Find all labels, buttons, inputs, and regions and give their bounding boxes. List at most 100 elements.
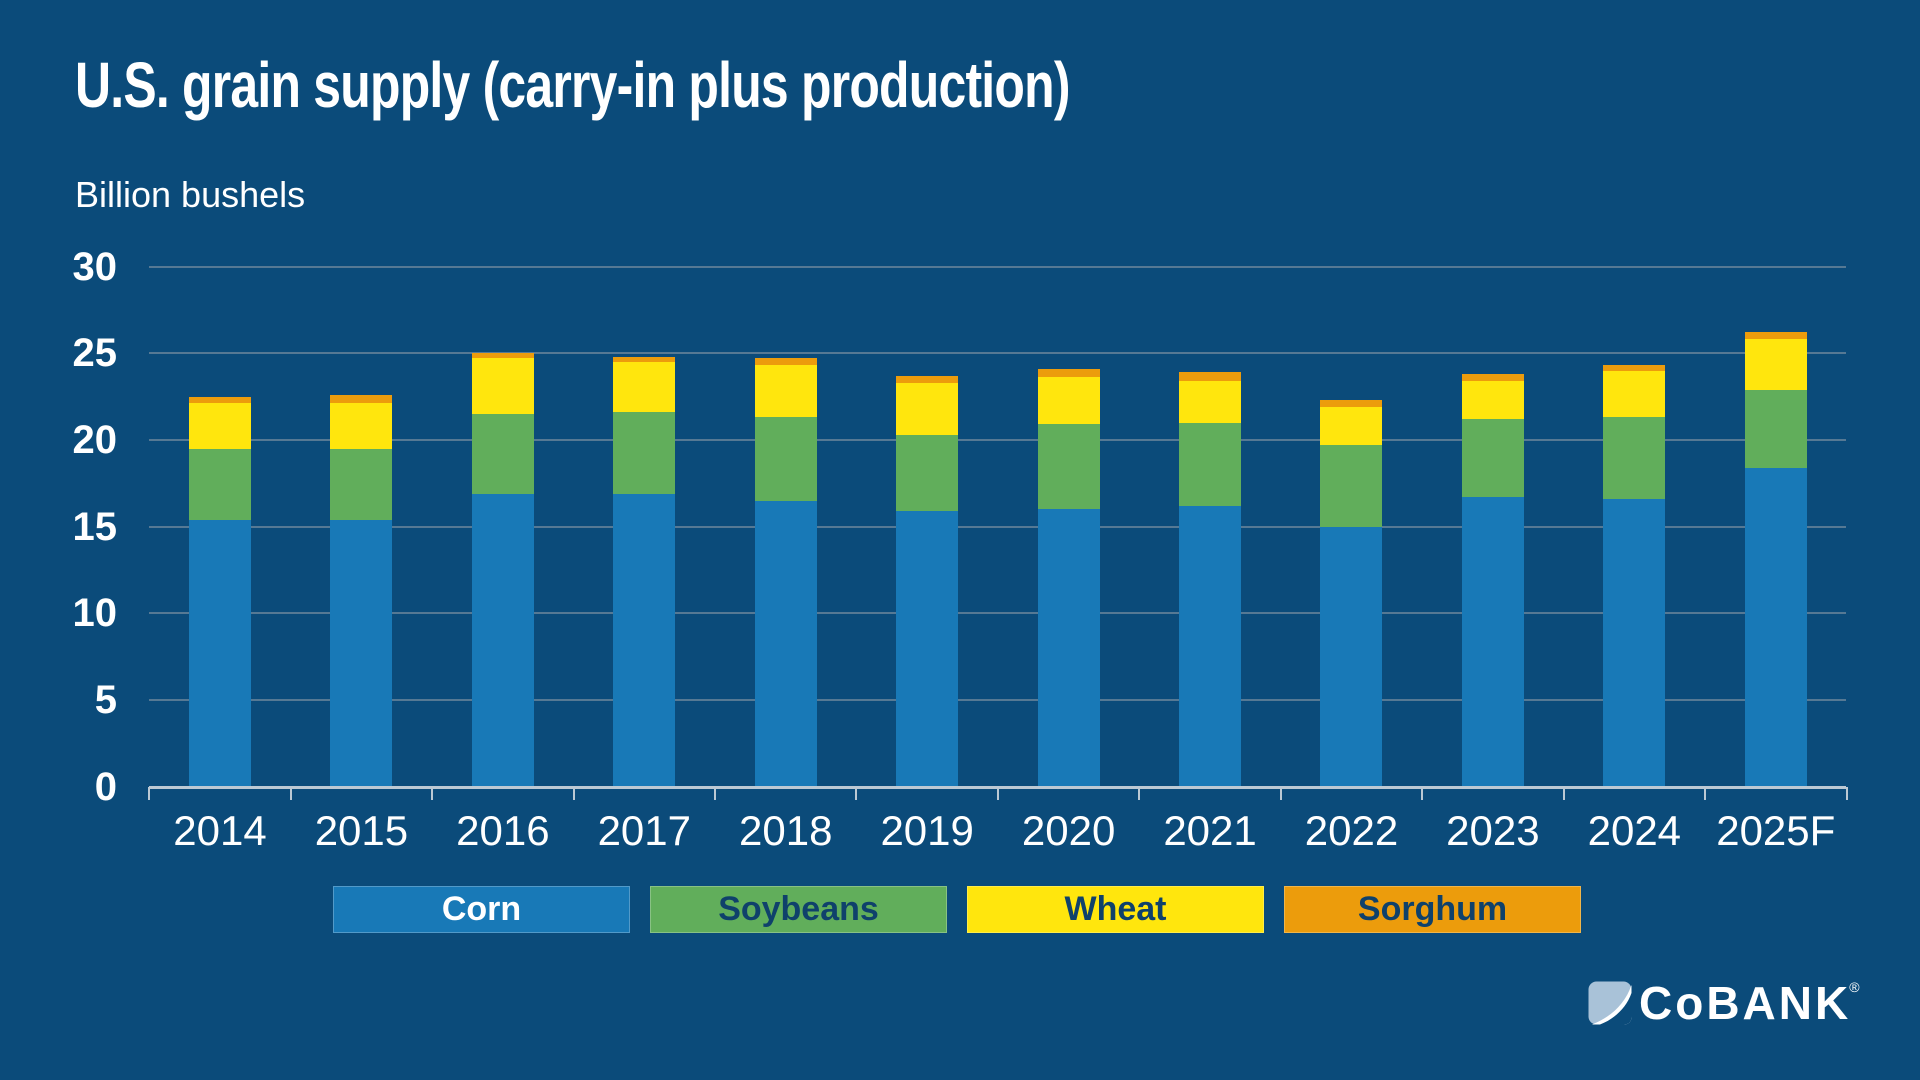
bar-2019-soybeans xyxy=(896,434,959,511)
x-tick-label-2021: 2021 xyxy=(1163,807,1257,854)
bar-2023-corn xyxy=(1461,497,1524,787)
cobank-logo-icon xyxy=(1588,981,1632,1025)
y-tick-label: 20 xyxy=(72,417,118,462)
x-tick-label-2014: 2014 xyxy=(173,807,267,854)
gridline-25 xyxy=(149,352,1847,355)
x-axis-tick xyxy=(714,786,717,800)
legend-item-soybeans: Soybeans xyxy=(650,886,947,933)
bar-2014-soybeans xyxy=(189,448,252,520)
bar-2025F-soybeans xyxy=(1744,389,1807,468)
bar-2014-corn xyxy=(189,519,252,787)
x-tick-label-2022: 2022 xyxy=(1304,807,1399,854)
bar-2022-wheat xyxy=(1320,406,1383,446)
bar-2021-wheat xyxy=(1179,380,1242,423)
x-axis-tick xyxy=(1138,786,1141,800)
legend-label: Sorghum xyxy=(1357,890,1508,928)
x-tick-label-2016: 2016 xyxy=(456,807,550,854)
bar-2018-soybeans xyxy=(754,417,817,501)
x-axis-tick xyxy=(1704,786,1707,800)
y-tick-label: 10 xyxy=(72,591,118,636)
bar-2019-sorghum xyxy=(896,375,959,383)
bar-2015-soybeans xyxy=(330,448,393,520)
bar-2022-soybeans xyxy=(1320,445,1383,527)
legend-label: Corn xyxy=(441,890,522,928)
x-tick-label-2020: 2020 xyxy=(1021,807,1116,854)
bar-2017-soybeans xyxy=(613,412,676,494)
registered-trademark-icon: ® xyxy=(1849,979,1863,995)
x-tick-label-2023: 2023 xyxy=(1446,807,1540,854)
y-tick-label: 15 xyxy=(72,504,118,549)
y-axis-unit-label: Billion bushels xyxy=(75,174,306,215)
bar-2020-wheat xyxy=(1037,377,1100,425)
x-axis-tick xyxy=(1562,786,1565,800)
bar-2017-sorghum xyxy=(613,356,676,362)
x-tick-label-2019: 2019 xyxy=(880,807,974,854)
x-axis-tick xyxy=(1421,786,1424,800)
bar-2015-sorghum xyxy=(330,394,393,404)
legend-item-wheat: Wheat xyxy=(967,886,1264,933)
bar-2023-soybeans xyxy=(1461,419,1524,498)
bar-2019-corn xyxy=(896,510,959,787)
bar-2021-corn xyxy=(1179,505,1242,787)
y-tick-label: 30 xyxy=(72,244,118,289)
x-tick-label-2017: 2017 xyxy=(597,807,692,854)
cobank-logo-text: CoBANK® xyxy=(1639,977,1863,1029)
bar-2025F-corn xyxy=(1744,467,1807,787)
x-axis-tick xyxy=(148,786,151,800)
bar-2018-wheat xyxy=(754,365,817,418)
chart-title: U.S. grain supply (carry-in plus product… xyxy=(75,49,1070,121)
bar-2017-corn xyxy=(613,493,676,787)
legend-item-sorghum: Sorghum xyxy=(1284,886,1581,933)
x-tick-label-2025F: 2025F xyxy=(1716,807,1836,854)
bar-2018-corn xyxy=(754,500,817,787)
x-axis-tick xyxy=(572,786,575,800)
legend-item-corn: Corn xyxy=(333,886,630,933)
bar-2016-wheat xyxy=(471,358,534,414)
bar-2020-sorghum xyxy=(1037,368,1100,378)
bar-2024-wheat xyxy=(1603,370,1666,418)
bar-2021-sorghum xyxy=(1179,372,1242,381)
cobank-logo: CoBANK® xyxy=(1588,977,1865,1029)
x-axis-tick xyxy=(1279,786,1282,800)
x-axis-tick xyxy=(431,786,434,800)
bar-2017-wheat xyxy=(613,361,676,413)
bar-2025F-wheat xyxy=(1744,339,1807,390)
gridline-20 xyxy=(149,438,1847,441)
x-axis-tick xyxy=(855,786,858,800)
x-tick-label-2015: 2015 xyxy=(314,807,409,854)
bar-2021-soybeans xyxy=(1179,422,1242,506)
gridline-5 xyxy=(149,699,1847,701)
bar-2023-sorghum xyxy=(1461,374,1524,381)
gridline-15 xyxy=(149,525,1847,528)
bar-2018-sorghum xyxy=(754,358,817,366)
x-tick-label-2018: 2018 xyxy=(739,807,833,854)
bar-2015-corn xyxy=(330,519,393,787)
bar-2019-wheat xyxy=(896,382,959,435)
bar-2024-soybeans xyxy=(1603,417,1666,499)
bar-2023-wheat xyxy=(1461,380,1524,420)
bar-2014-wheat xyxy=(189,403,252,449)
bar-2024-sorghum xyxy=(1603,365,1666,371)
bar-2016-sorghum xyxy=(471,353,534,359)
x-tick-label-2024: 2024 xyxy=(1587,807,1682,854)
gridline-10 xyxy=(149,612,1847,615)
bar-2020-corn xyxy=(1037,509,1100,787)
x-axis-tick xyxy=(996,786,999,800)
bar-2025F-sorghum xyxy=(1744,332,1807,340)
x-axis-tick xyxy=(1845,786,1848,800)
bar-2016-corn xyxy=(471,493,534,787)
gridline-30 xyxy=(149,265,1847,268)
bar-2022-corn xyxy=(1320,526,1383,787)
bar-2015-wheat xyxy=(330,403,393,449)
bar-2020-soybeans xyxy=(1037,424,1100,510)
y-tick-label: 0 xyxy=(94,764,117,809)
y-tick-label: 25 xyxy=(72,331,118,376)
bar-2014-sorghum xyxy=(189,396,252,404)
bar-2024-corn xyxy=(1603,498,1666,787)
bar-2022-sorghum xyxy=(1320,400,1383,407)
bar-2016-soybeans xyxy=(471,413,534,494)
legend-label: Soybeans xyxy=(718,890,879,928)
y-tick-label: 5 xyxy=(94,678,117,722)
